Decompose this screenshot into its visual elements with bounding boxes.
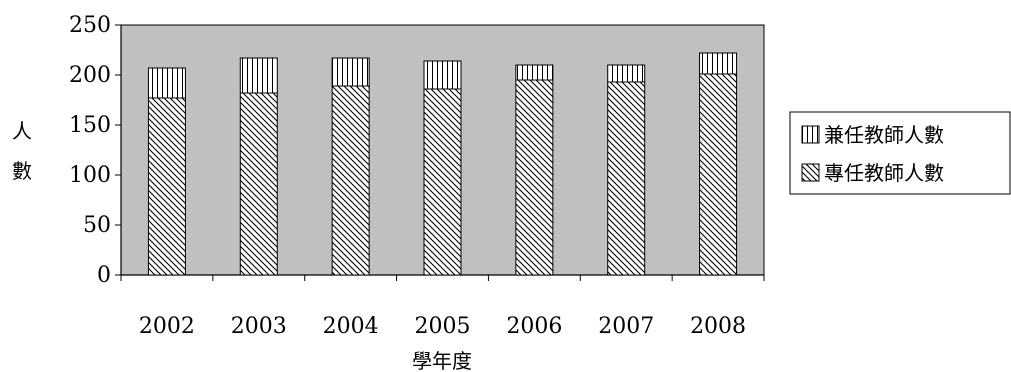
bar-segment xyxy=(607,81,646,276)
y-axis-label-char: 人 xyxy=(12,119,32,143)
bar-segment xyxy=(147,67,186,99)
bar-segment xyxy=(423,88,462,276)
bar-segment xyxy=(515,64,554,81)
x-tick-label: 2005 xyxy=(415,314,471,339)
bar-segment xyxy=(699,73,738,276)
y-tick-label: 150 xyxy=(69,113,111,138)
legend-swatch xyxy=(801,125,820,144)
legend-swatch xyxy=(801,163,820,182)
x-axis-label: 學年度 xyxy=(412,349,472,372)
bar-segment xyxy=(607,64,646,83)
x-tick-label: 2002 xyxy=(139,314,195,339)
x-axis: 2002 2003 2004 2005 2006 2007 2008 xyxy=(120,274,765,339)
y-tick-label: 50 xyxy=(83,213,111,238)
x-tick-label: 2007 xyxy=(598,314,654,339)
legend-box xyxy=(789,111,1011,195)
x-tick-label: 2004 xyxy=(323,314,379,339)
x-tick-label: 2008 xyxy=(690,314,746,339)
bars xyxy=(147,52,738,276)
bar-segment xyxy=(239,57,278,94)
y-axis: 0 50 100 150 200 250 xyxy=(69,13,122,288)
bar-segment xyxy=(423,60,462,90)
bar-segment xyxy=(699,52,738,75)
y-tick-label: 250 xyxy=(69,13,111,38)
y-tick-label: 200 xyxy=(69,63,111,88)
bar-segment xyxy=(515,79,554,276)
bar-segment xyxy=(331,57,370,87)
bar-segment xyxy=(331,85,370,276)
y-tick-label: 100 xyxy=(69,163,111,188)
legend-label: 專任教師人數 xyxy=(824,161,944,185)
legend-label: 兼任教師人數 xyxy=(824,123,944,147)
x-tick-label: 2006 xyxy=(506,314,562,339)
y-axis-label-char: 數 xyxy=(12,159,32,183)
bar-segment xyxy=(239,92,278,276)
y-tick-label: 0 xyxy=(97,263,111,288)
x-tick-label: 2003 xyxy=(231,314,287,339)
bar-segment xyxy=(147,97,186,276)
y-axis-label: 人數 xyxy=(12,119,32,183)
